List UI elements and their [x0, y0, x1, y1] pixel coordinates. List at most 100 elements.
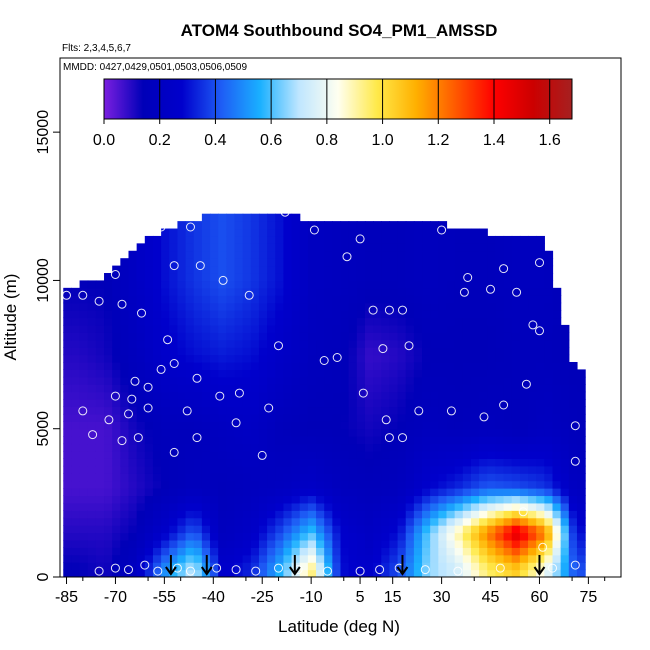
heatmap-cell	[438, 243, 448, 252]
observation-point	[156, 222, 166, 232]
heatmap-cell	[267, 547, 276, 556]
heatmap-cell	[332, 295, 342, 304]
heatmap-cell	[405, 421, 415, 430]
heatmap-cell	[479, 280, 488, 289]
heatmap-cell	[218, 273, 227, 282]
heatmap-cell	[267, 324, 276, 333]
heatmap-cell	[79, 488, 89, 497]
heatmap-cell	[495, 428, 505, 437]
heatmap-cell	[324, 258, 333, 267]
heatmap-cell	[340, 317, 350, 326]
heatmap-cell	[511, 562, 521, 571]
heatmap-cell	[560, 569, 570, 577]
heatmap-cell	[373, 488, 382, 497]
heatmap-cell	[422, 450, 431, 459]
heatmap-cell	[340, 258, 350, 267]
heatmap-cell	[291, 495, 301, 504]
heatmap-cell	[250, 547, 260, 556]
heatmap-cell	[397, 280, 407, 289]
heatmap-cell	[120, 384, 130, 393]
heatmap-cell	[307, 436, 317, 445]
heatmap-cell	[544, 250, 554, 259]
heatmap-cell	[104, 502, 113, 511]
heatmap-cell	[210, 450, 219, 459]
heatmap-cell	[397, 302, 407, 311]
heatmap-cell	[193, 391, 203, 400]
heatmap-cell	[536, 376, 545, 385]
heatmap-cell	[560, 413, 570, 422]
heatmap-cell	[348, 295, 358, 304]
heatmap-cell	[299, 228, 309, 237]
heatmap-cell	[487, 539, 497, 548]
heatmap-cell	[519, 532, 529, 541]
heatmap-cell	[210, 488, 219, 497]
heatmap-cell	[356, 510, 366, 519]
heatmap-cell	[185, 413, 195, 422]
heatmap-cell	[519, 265, 529, 274]
heatmap-cell	[128, 280, 138, 289]
heatmap-cell	[218, 332, 227, 341]
heatmap-cell	[144, 273, 154, 282]
heatmap-cell	[528, 473, 537, 482]
heatmap-cell	[356, 480, 366, 489]
heatmap-cell	[95, 332, 105, 341]
heatmap-cell	[112, 347, 121, 356]
heatmap-cell	[324, 280, 333, 289]
heatmap-cell	[413, 465, 423, 474]
heatmap-cell	[364, 361, 374, 370]
heatmap-cell	[324, 287, 333, 296]
heatmap-cell	[413, 295, 423, 304]
heatmap-cell	[340, 391, 350, 400]
heatmap-cell	[185, 450, 195, 459]
heatmap-cell	[152, 562, 162, 571]
heatmap-cell	[356, 532, 366, 541]
heatmap-cell	[487, 280, 497, 289]
heatmap-cell	[413, 287, 423, 296]
heatmap-cell	[389, 399, 399, 408]
y-axis-label: Altitude (m)	[1, 274, 20, 361]
heatmap-cell	[381, 369, 391, 378]
heatmap-cell	[568, 428, 578, 437]
heatmap-cell	[250, 569, 260, 577]
heatmap-cell	[364, 302, 374, 311]
heatmap-cell	[283, 280, 293, 289]
heatmap-cell	[299, 539, 309, 548]
heatmap-cell	[128, 361, 138, 370]
heatmap-cell	[438, 532, 448, 541]
heatmap-cell	[79, 354, 89, 363]
heatmap-cell	[267, 302, 276, 311]
heatmap-cell	[169, 406, 179, 415]
heatmap-cell	[283, 295, 293, 304]
heatmap-cell	[356, 354, 366, 363]
heatmap-cell	[152, 310, 162, 319]
heatmap-cell	[389, 243, 399, 252]
heatmap-cell	[185, 280, 195, 289]
heatmap-cell	[332, 562, 342, 571]
heatmap-cell	[576, 525, 586, 534]
heatmap-cell	[560, 391, 570, 400]
observation-point	[570, 560, 580, 570]
heatmap-cell	[161, 369, 170, 378]
heatmap-cell	[201, 287, 211, 296]
heatmap-cell	[210, 421, 219, 430]
heatmap-cell	[430, 480, 439, 489]
heatmap-cell	[152, 443, 162, 452]
heatmap-cell	[397, 361, 407, 370]
heatmap-cell	[275, 413, 285, 422]
heatmap-cell	[544, 399, 554, 408]
heatmap-cell	[136, 369, 146, 378]
heatmap-cell	[177, 280, 187, 289]
heatmap-cell	[128, 324, 138, 333]
heatmap-cell	[152, 384, 162, 393]
heatmap-cell	[177, 339, 187, 348]
dates-annotation: MMDD: 0427,0429,0501,0503,0506,0509	[63, 62, 247, 73]
heatmap-cell	[161, 510, 170, 519]
heatmap-cell	[389, 539, 399, 548]
heatmap-cell	[79, 361, 89, 370]
heatmap-cell	[430, 265, 439, 274]
heatmap-cell	[397, 250, 407, 259]
observation-point	[309, 225, 319, 235]
heatmap-cell	[112, 354, 121, 363]
heatmap-cell	[405, 332, 415, 341]
heatmap-cell	[487, 310, 497, 319]
